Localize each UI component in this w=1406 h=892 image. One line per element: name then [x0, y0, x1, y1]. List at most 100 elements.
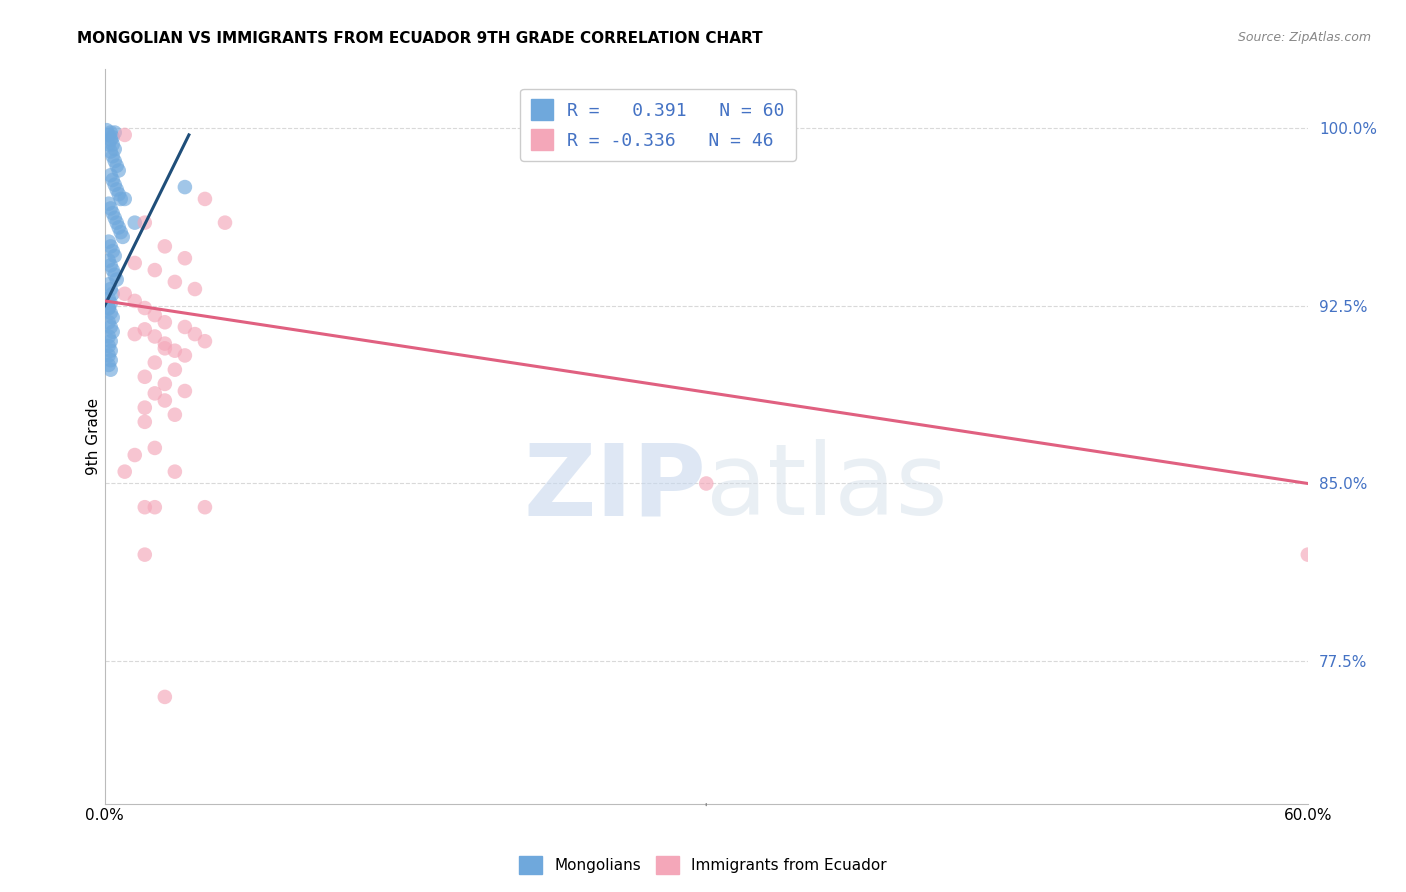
Point [134, 401, 156, 415]
Point [124, 256, 146, 270]
Point [163, 362, 186, 376]
Point [110, 192, 132, 206]
Point [214, 216, 236, 230]
Point [100, 145, 122, 159]
Point [105, 216, 128, 230]
Point [134, 322, 156, 336]
Point [104, 153, 127, 168]
Point [97, 253, 120, 268]
Point [134, 500, 156, 515]
Point [101, 130, 124, 145]
Point [101, 206, 124, 220]
Point [134, 301, 156, 315]
Point [101, 325, 124, 339]
Legend: Mongolians, Immigrants from Ecuador: Mongolians, Immigrants from Ecuador [513, 850, 893, 880]
Point [194, 192, 217, 206]
Point [143, 441, 166, 455]
Point [97, 301, 120, 315]
Point [153, 342, 176, 356]
Point [104, 178, 127, 192]
Point [114, 128, 136, 142]
Point [104, 126, 127, 140]
Point [105, 182, 128, 196]
Point [104, 268, 127, 282]
Point [100, 282, 122, 296]
Point [100, 362, 122, 376]
Point [101, 137, 124, 152]
Point [124, 327, 146, 342]
Point [124, 216, 146, 230]
Point [97, 196, 120, 211]
Point [100, 239, 122, 253]
Point [143, 355, 166, 369]
Point [101, 244, 124, 259]
Point [97, 277, 120, 292]
Point [97, 137, 120, 152]
Point [97, 339, 120, 353]
Point [96, 123, 118, 137]
Point [100, 258, 122, 272]
Point [97, 301, 120, 315]
Point [101, 173, 124, 187]
Point [110, 225, 132, 239]
Point [173, 180, 195, 194]
Point [173, 251, 195, 265]
Point [184, 327, 207, 342]
Y-axis label: 9th Grade: 9th Grade [86, 398, 101, 475]
Point [97, 235, 120, 249]
Point [100, 353, 122, 368]
Point [101, 286, 124, 301]
Point [114, 286, 136, 301]
Point [153, 315, 176, 329]
Point [100, 320, 122, 334]
Point [107, 163, 129, 178]
Point [173, 348, 195, 362]
Point [97, 348, 120, 362]
Legend: R =   0.391   N = 60, R = -0.336   N = 46: R = 0.391 N = 60, R = -0.336 N = 46 [520, 88, 796, 161]
Point [134, 415, 156, 429]
Point [97, 358, 120, 372]
Point [695, 476, 717, 491]
Point [101, 263, 124, 277]
Point [153, 336, 176, 351]
Point [97, 329, 120, 343]
Point [100, 343, 122, 358]
Point [1296, 548, 1319, 562]
Point [163, 408, 186, 422]
Point [143, 329, 166, 343]
Point [194, 500, 217, 515]
Point [97, 292, 120, 306]
Point [173, 384, 195, 398]
Point [100, 306, 122, 320]
Point [143, 386, 166, 401]
Point [111, 230, 134, 244]
Point [97, 128, 120, 142]
Point [104, 211, 127, 225]
Point [107, 220, 129, 235]
Point [153, 393, 176, 408]
Point [153, 239, 176, 253]
Point [100, 126, 122, 140]
Point [143, 500, 166, 515]
Text: ZIP: ZIP [523, 439, 706, 536]
Point [100, 133, 122, 147]
Point [101, 149, 124, 163]
Point [101, 310, 124, 325]
Point [107, 187, 129, 202]
Point [100, 168, 122, 182]
Point [184, 282, 207, 296]
Point [97, 315, 120, 329]
Point [100, 296, 122, 310]
Text: atlas: atlas [706, 439, 948, 536]
Point [134, 369, 156, 384]
Point [134, 216, 156, 230]
Point [104, 142, 127, 156]
Point [124, 293, 146, 308]
Point [124, 448, 146, 462]
Point [173, 320, 195, 334]
Point [104, 249, 127, 263]
Point [105, 272, 128, 286]
Point [114, 465, 136, 479]
Point [105, 159, 128, 173]
Text: Source: ZipAtlas.com: Source: ZipAtlas.com [1237, 31, 1371, 45]
